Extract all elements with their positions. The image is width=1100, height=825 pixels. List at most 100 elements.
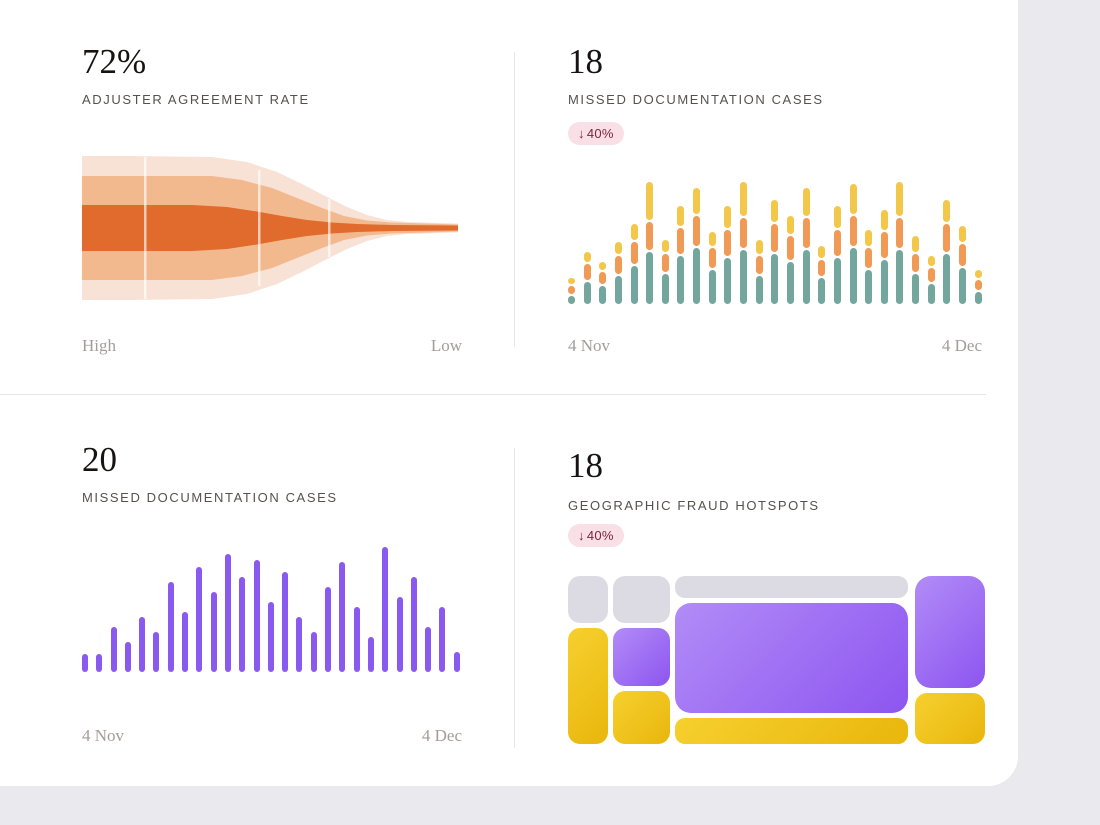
bar	[139, 617, 146, 672]
treemap-tile-yellow-9[interactable]	[675, 718, 908, 744]
metric-label: MISSED DOCUMENTATION CASES	[82, 490, 338, 505]
down-arrow-icon: ↓	[578, 528, 585, 543]
stacked-bar	[771, 200, 779, 304]
x-axis-labels: High Low	[82, 336, 462, 356]
bar-segment-medium	[568, 286, 575, 294]
bar	[367, 637, 374, 672]
metric-label: MISSED DOCUMENTATION CASES	[568, 92, 824, 107]
bar-segment-low	[786, 262, 794, 304]
treemap-tile-purple-6[interactable]	[613, 628, 670, 686]
bar-segment-medium	[661, 254, 669, 272]
stacked-bar	[583, 252, 591, 304]
metric-value: 18	[568, 42, 603, 81]
bar	[167, 582, 174, 672]
bar-segment-high	[646, 182, 654, 220]
bar-segment-medium	[912, 254, 920, 272]
bar-segment-medium	[802, 218, 810, 248]
metric-label: ADJUSTER AGREEMENT RATE	[82, 92, 310, 107]
bar	[439, 607, 446, 672]
purple-bar-chart	[82, 547, 460, 672]
divider-vertical-bottom	[514, 448, 515, 748]
treemap-tile-yellow-8[interactable]	[613, 691, 670, 744]
stacked-bar	[724, 206, 732, 304]
treemap-tile-yellow-10[interactable]	[915, 693, 985, 744]
stacked-bar	[896, 182, 904, 304]
bar-segment-low	[912, 274, 920, 304]
bar-segment-low	[943, 254, 951, 304]
axis-label-left: 4 Nov	[82, 726, 125, 745]
stacked-bar	[568, 278, 575, 304]
bar-segment-low	[927, 284, 935, 304]
bar	[339, 562, 346, 672]
funnel-separator-3	[328, 199, 331, 257]
stacked-bar	[755, 240, 763, 304]
bar	[453, 652, 460, 672]
bar-segment-medium	[630, 242, 638, 264]
bar-segment-low	[661, 274, 669, 304]
bar-segment-low	[896, 250, 904, 304]
bar-segment-medium	[614, 256, 622, 274]
bar	[325, 587, 332, 672]
stacked-bar	[849, 184, 857, 304]
bar	[196, 567, 203, 672]
treemap-tile-gray-1[interactable]	[568, 576, 608, 623]
bar-segment-low	[849, 248, 857, 304]
bar-segment-low	[740, 250, 748, 304]
bar-segment-medium	[724, 230, 732, 256]
metric-value: 72%	[82, 42, 147, 81]
bar-segment-high	[583, 252, 591, 262]
card-missed-documentation-cases[interactable]: 20 MISSED DOCUMENTATION CASES 4 Nov 4 De…	[82, 442, 462, 754]
stacked-bar	[693, 188, 701, 304]
trend-badge: ↓ 40%	[568, 122, 624, 145]
bar-segment-high	[677, 206, 685, 226]
bar	[239, 577, 246, 672]
bar-segment-medium	[693, 216, 701, 246]
bar	[210, 592, 217, 672]
card-geographic-fraud-hotspots[interactable]: 18 GEOGRAPHIC FRAUD HOTSPOTS ↓ 40%	[568, 448, 985, 760]
stacked-bar	[630, 224, 638, 304]
axis-label-left: High	[82, 336, 116, 355]
treemap-chart	[568, 576, 985, 744]
bar-segment-high	[849, 184, 857, 214]
bar-segment-high	[943, 200, 951, 222]
stacked-bar	[786, 216, 794, 304]
funnel-separator-2	[258, 170, 261, 286]
bar-segment-high	[755, 240, 763, 254]
bar-segment-high	[568, 278, 575, 284]
treemap-tile-gray-3[interactable]	[675, 576, 908, 598]
axis-label-right: 4 Dec	[421, 726, 462, 745]
bar-segment-low	[865, 270, 873, 304]
treemap-tile-yellow-5[interactable]	[568, 628, 608, 744]
trend-badge-value: 40%	[586, 126, 614, 141]
bar-segment-medium	[849, 216, 857, 246]
bar-segment-medium	[771, 224, 779, 252]
treemap-tile-gray-2[interactable]	[613, 576, 670, 623]
bar	[396, 597, 403, 672]
funnel-layer-core	[82, 205, 458, 251]
treemap-tile-purple-4[interactable]	[915, 576, 985, 688]
bar	[182, 612, 189, 672]
bar-segment-high	[974, 270, 982, 278]
bar-segment-low	[599, 286, 607, 304]
card-missed-documentation-stacked[interactable]: 18 MISSED DOCUMENTATION CASES ↓ 40% 4 No…	[568, 44, 982, 356]
card-adjuster-agreement-rate[interactable]: 72% ADJUSTER AGREEMENT RATE High Low	[82, 44, 462, 356]
stacked-bar	[912, 236, 920, 304]
bar	[82, 654, 88, 672]
bar-segment-low	[583, 282, 591, 304]
bar-segment-high	[865, 230, 873, 246]
trend-badge-value: 40%	[586, 528, 614, 543]
bar-segment-high	[661, 240, 669, 252]
bar-segment-high	[614, 242, 622, 254]
bar-segment-low	[771, 254, 779, 304]
treemap-tile-purple-7[interactable]	[675, 603, 908, 713]
x-axis-labels: 4 Nov 4 Dec	[82, 726, 462, 746]
bar-segment-high	[630, 224, 638, 240]
bar-segment-high	[708, 232, 716, 246]
axis-label-right: Low	[430, 336, 462, 355]
bar-segment-medium	[896, 218, 904, 248]
bar	[124, 642, 131, 672]
bar	[353, 607, 360, 672]
bar-segment-low	[614, 276, 622, 304]
bar-segment-high	[896, 182, 904, 216]
bar	[110, 627, 117, 672]
